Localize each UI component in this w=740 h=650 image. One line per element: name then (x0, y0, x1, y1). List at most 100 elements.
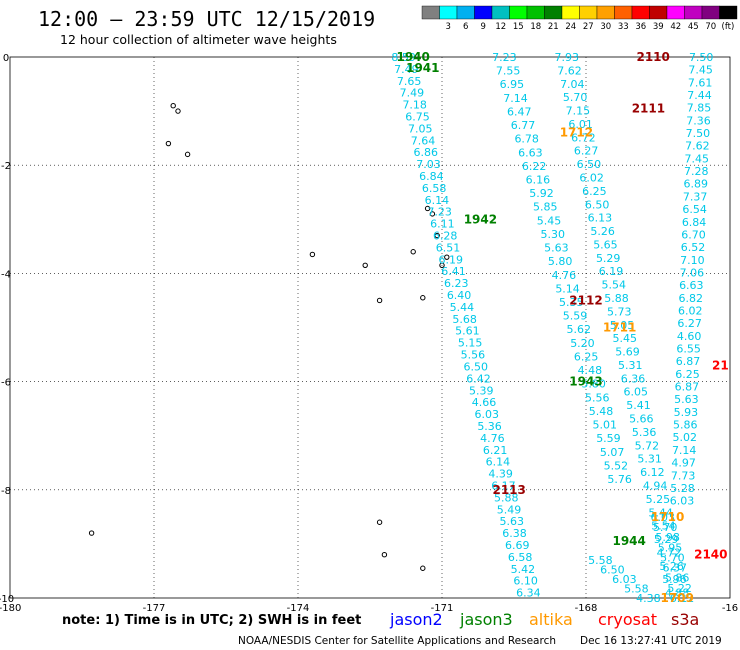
wave-height-label: 5.85 (533, 201, 558, 214)
wave-height-label: 6.84 (419, 170, 444, 183)
wave-height-label: 5.15 (458, 337, 483, 350)
wave-height-label: 7.28 (684, 165, 709, 178)
wave-height-label: 5.63 (674, 393, 699, 406)
wave-height-label: 7.85 (687, 102, 712, 115)
wave-height-label: 5.59 (563, 310, 588, 323)
colorbar-label: 42 (670, 22, 681, 32)
wave-height-label: 7.61 (688, 76, 713, 89)
wave-height-label: 5.36 (477, 420, 502, 433)
pass-number-label: 21 (712, 358, 729, 372)
pass-number-label: 2110 (636, 50, 669, 64)
wave-height-label: 6.75 (405, 111, 430, 124)
wave-height-label: 4.66 (472, 396, 497, 409)
island-outline (420, 565, 426, 571)
wave-height-label: 5.20 (570, 337, 595, 350)
pass-number-label: 1710 (651, 510, 684, 524)
wave-height-label: 8.59 (391, 51, 416, 64)
wave-height-label: 6.13 (588, 212, 613, 225)
island-outline (175, 108, 181, 114)
wave-height-label: 7.62 (685, 140, 710, 153)
wave-height-label: 5.63 (500, 515, 525, 528)
wave-height-label: 6.87 (675, 381, 700, 394)
wave-height-label: 7.37 (683, 190, 708, 203)
wave-height-label: 5.66 (629, 413, 654, 426)
wave-height-label: 6.25 (675, 368, 700, 381)
wave-height-label: 5.31 (637, 453, 662, 466)
wave-height-label: 5.73 (607, 305, 632, 318)
island-outlines (88, 102, 450, 571)
wave-height-label: 6.23 (444, 277, 469, 290)
track: 5.586.506.035.584.38 (588, 554, 661, 605)
legend-altika: altika (529, 610, 573, 629)
y-tick-label: -8 (1, 486, 11, 497)
wave-height-label: 5.41 (626, 399, 651, 412)
island-outline (420, 295, 426, 301)
wave-height-label: 6.27 (574, 145, 599, 158)
island-outline (424, 205, 431, 212)
wave-height-label: 4.88 (665, 587, 690, 600)
wave-height-label: 6.37 (663, 562, 688, 575)
footer-credit: NOAA/NESDIS Center for Satellite Applica… (238, 635, 556, 647)
wave-height-label: 6.50 (585, 198, 610, 211)
colorbar-swatch (561, 5, 580, 20)
wave-height-label: 5.01 (592, 419, 617, 432)
pass-number-label: 2113 (492, 483, 525, 497)
colorbar-swatch (614, 5, 633, 20)
wave-height-label: 6.14 (486, 456, 511, 469)
wave-height-label: 5.26 (590, 225, 615, 238)
wave-height-label: 6.89 (683, 178, 708, 191)
colorbar-swatch (474, 5, 493, 20)
wave-height-label: 5.14 (555, 282, 580, 295)
legend-jason3: jason3 (459, 610, 513, 629)
wave-height-label: 7.06 (680, 266, 705, 279)
wave-height-label: 5.69 (615, 346, 640, 359)
wave-height-label: 4.72 (657, 546, 682, 559)
wave-height-label: 6.87 (676, 355, 701, 368)
wave-height-label: 5.29 (654, 533, 679, 546)
wave-height-label: 4.38 (636, 592, 661, 605)
colorbar-swatch (579, 5, 598, 20)
colorbar-label: 18 (530, 22, 541, 32)
wave-height-label: 5.62 (566, 323, 591, 336)
wave-height-label: 7.18 (402, 99, 427, 112)
x-tick-label: -16 (722, 603, 738, 614)
wave-height-label: 5.80 (581, 378, 606, 391)
wave-height-label: 5.70 (653, 521, 678, 534)
wave-height-label: 5.42 (511, 563, 536, 576)
colorbar-label: 45 (688, 22, 699, 32)
wave-height-label: 6.01 (568, 118, 593, 131)
wave-height-label: 5.72 (635, 439, 660, 452)
island-outline (381, 552, 388, 558)
pass-number-label: 1711 (603, 321, 636, 335)
wave-height-label: 7.10 (680, 254, 705, 267)
colorbar-swatch (596, 5, 615, 20)
track: 7.237.556.957.146.476.776.786.636.226.16… (492, 51, 632, 486)
wave-height-label: 6.41 (441, 265, 466, 278)
pass-number-label: 1942 (464, 212, 497, 226)
satellite-legend: jason2 jason3 altika cryosat s3a (389, 610, 699, 629)
wave-height-label: 5.92 (529, 187, 554, 200)
wave-height-label: 6.16 (526, 174, 551, 187)
wave-height-label: 6.82 (679, 292, 704, 305)
x-tick-label: -168 (575, 603, 598, 614)
footer-timestamp: Dec 16 13:27:41 UTC 2019 (580, 635, 722, 647)
x-tick-label: -174 (287, 603, 310, 614)
wave-height-label: 6.86 (414, 146, 439, 159)
plot-frame (9, 56, 731, 599)
wave-height-label: 6.19 (599, 265, 624, 278)
wave-height-label: 5.76 (607, 473, 632, 486)
pass-number-label: 2112 (569, 293, 602, 307)
wave-height-label: 6.50 (463, 360, 488, 373)
wave-height-label: 5.05 (610, 319, 635, 332)
wave-height-label: 5.31 (618, 359, 643, 372)
colorbar-unit: (ft) (722, 22, 735, 32)
wave-height-label: 5.45 (537, 214, 562, 227)
pass-number-label: 2111 (632, 101, 665, 115)
wave-height-label: 6.22 (522, 160, 547, 173)
colorbar-label: 30 (600, 22, 611, 32)
pass-number-label: 1712 (560, 126, 593, 140)
wave-height-label: 6.25 (574, 350, 599, 363)
wave-height-label: 7.05 (408, 122, 433, 135)
wave-height-label: 7.14 (503, 92, 528, 105)
